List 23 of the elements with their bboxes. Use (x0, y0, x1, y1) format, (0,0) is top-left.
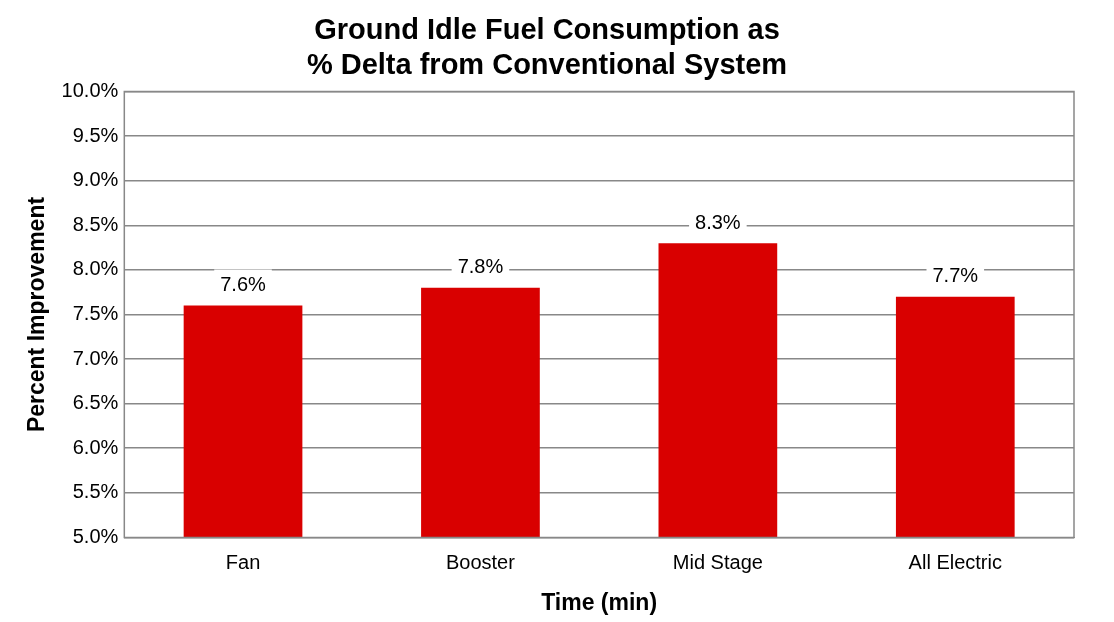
x-tick-label: Booster (445, 550, 516, 573)
x-axis-title: Time (min) (541, 588, 658, 615)
y-tick-label: 6.5% (72, 391, 119, 414)
y-tick-label: 5.0% (72, 524, 119, 547)
y-axis-title: Percent Improvement (23, 196, 50, 433)
text: % Delta from Conventional System (306, 48, 788, 81)
y-tick-label: 9.5% (72, 123, 119, 146)
x-tick-label: Fan (225, 550, 261, 573)
x-tick-label: Mid Stage (672, 550, 763, 573)
data-label: 7.7% (932, 264, 979, 287)
text: Ground Idle Fuel Consumption as (314, 13, 780, 46)
data-label: 7.8% (457, 255, 504, 278)
data-label: 8.3% (695, 210, 741, 233)
y-tick-label: 8.0% (72, 257, 119, 280)
data-label: 7.6% (220, 273, 267, 296)
y-tick-label: 6.0% (72, 435, 119, 458)
y-tick-label: 10.0% (61, 79, 119, 102)
y-tick-label: 7.5% (72, 302, 119, 325)
y-tick-label: 8.5% (72, 212, 119, 235)
x-tick-label: All Electric (908, 550, 1002, 573)
y-tick-label: 9.0% (72, 168, 119, 191)
y-tick-label: 7.0% (72, 346, 119, 369)
y-tick-label: 5.5% (72, 480, 119, 503)
